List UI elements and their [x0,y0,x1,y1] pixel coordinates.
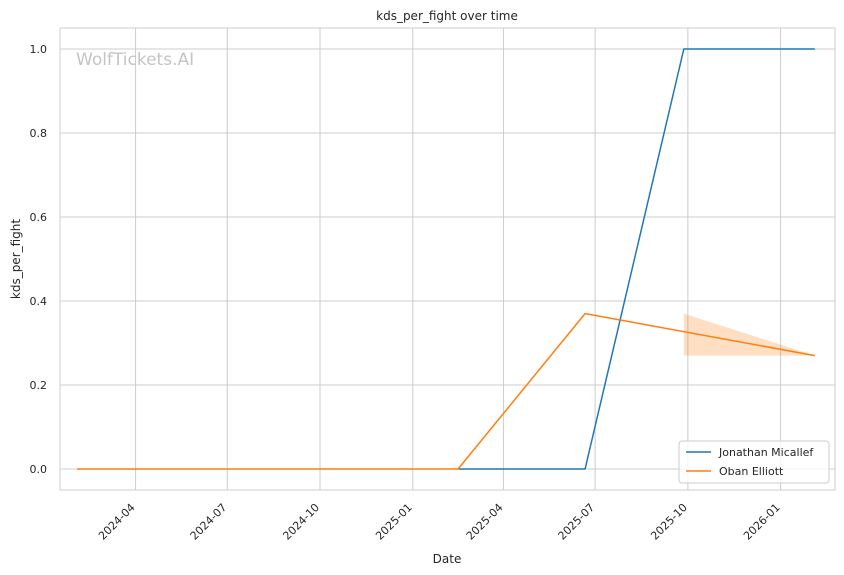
y-tick-label: 0.2 [30,379,48,392]
y-tick-label: 1.0 [30,43,48,56]
y-tick-label: 0.4 [30,295,48,308]
confidence-band-oban-elliott [683,313,815,356]
y-tick-label: 0.0 [30,463,48,476]
legend-box [678,440,830,484]
series-lines [77,48,815,470]
confidence-bands [683,313,815,356]
series-line-oban-elliott [77,312,815,470]
watermark-text: WolfTickets.AI [76,50,194,70]
y-axis-label: kds_per_fight [9,219,23,300]
y-tick-labels: 0.0 0.2 0.4 0.6 0.8 1.0 [30,43,48,476]
legend-label-oban-elliott: Oban Elliott [719,465,784,478]
y-tick-label: 0.8 [30,127,48,140]
legend: Jonathan Micallef Oban Elliott [678,440,830,484]
chart-title: kds_per_fight over time [376,9,518,23]
legend-label-jonathan-micallef: Jonathan Micallef [718,446,814,459]
plot-frame [59,27,836,491]
series-line-jonathan-micallef [458,48,815,470]
x-axis-label: Date [433,552,462,566]
y-tick-label: 0.6 [30,211,48,224]
